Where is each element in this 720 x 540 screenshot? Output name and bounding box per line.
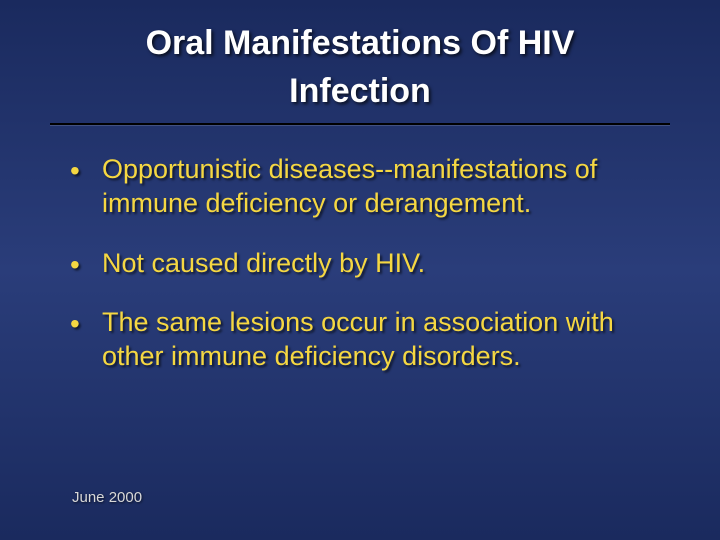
footer-date: June 2000 bbox=[72, 489, 142, 506]
bullet-item: Opportunistic diseases--manifestations o… bbox=[70, 153, 670, 221]
slide-title-line2: Infection bbox=[50, 68, 670, 116]
slide-container: Oral Manifestations Of HIV Infection Opp… bbox=[0, 0, 720, 540]
slide-title-line1: Oral Manifestations Of HIV bbox=[50, 20, 670, 68]
title-divider bbox=[50, 123, 670, 125]
title-block: Oral Manifestations Of HIV Infection bbox=[50, 20, 670, 115]
bullet-list: Opportunistic diseases--manifestations o… bbox=[50, 153, 670, 374]
bullet-item: Not caused directly by HIV. bbox=[70, 247, 670, 281]
bullet-item: The same lesions occur in association wi… bbox=[70, 306, 670, 374]
